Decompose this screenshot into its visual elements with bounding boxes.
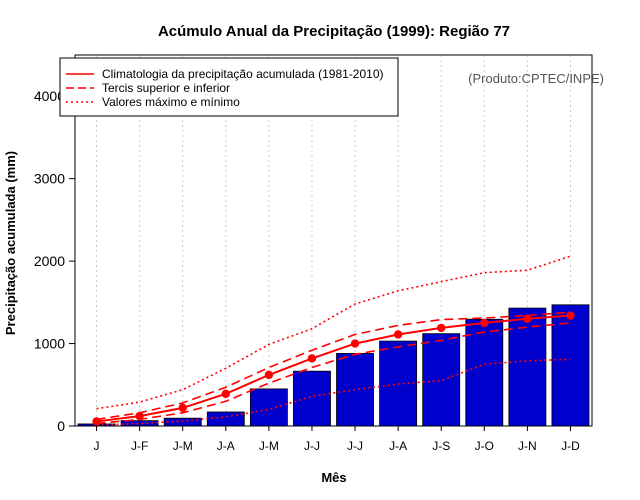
series-point — [523, 314, 532, 324]
x-tick-label: J-A — [217, 439, 235, 453]
y-tick-label: 3000 — [34, 171, 65, 187]
bar — [163, 417, 202, 427]
y-tick-label: 1000 — [34, 336, 65, 352]
x-tick-label: J-M — [173, 439, 193, 453]
bar-series — [77, 304, 590, 427]
x-tick-label: J-J — [304, 439, 320, 453]
series-point — [350, 339, 360, 348]
bar — [249, 388, 288, 427]
x-tick-label: J-O — [475, 439, 494, 453]
plot-frame — [74, 54, 593, 427]
series-line — [96, 322, 571, 425]
x-tick-label: J-D — [561, 439, 580, 453]
legend-label-terciles: Tercis superior e inferior — [102, 81, 230, 95]
series-point — [437, 323, 446, 333]
series-point — [264, 370, 274, 380]
series-point — [566, 311, 575, 320]
y-axis-label: Precipitação acumulada (mm) — [3, 151, 18, 335]
series-point — [307, 354, 317, 363]
axes: 0 1000 2000 3000 4000 J J-F J-M J-A J-M J-J J-J J-A J… — [34, 88, 580, 453]
series-line — [96, 255, 571, 410]
bar — [551, 304, 590, 427]
x-tick-label: J — [94, 439, 100, 453]
legend-box — [59, 57, 399, 117]
series-line — [96, 314, 571, 423]
grid — [96, 55, 571, 426]
bar — [206, 411, 245, 427]
chart-title: Acúmulo Anual da Precipitação (1999): Re… — [158, 23, 510, 40]
x-tick-label: J-J — [347, 439, 363, 453]
y-tick-label: 0 — [57, 418, 65, 434]
series-point — [135, 411, 144, 421]
x-tick-label: J-F — [131, 439, 148, 453]
bar — [508, 307, 547, 427]
y-tick-label: 4000 — [34, 88, 65, 104]
legend: Climatologia da precipitação acumulada (… — [59, 57, 399, 117]
series-line — [96, 358, 571, 426]
series-point — [480, 318, 489, 328]
x-axis-label: Mês — [321, 470, 346, 485]
y-tick-label: 2000 — [34, 253, 65, 269]
bar — [293, 370, 331, 427]
series-point — [393, 330, 403, 339]
credit-text: (Produto:CPTEC/INPE) — [468, 71, 604, 86]
line-series — [92, 255, 575, 426]
x-tick-label: J-S — [432, 439, 450, 453]
x-tick-label: J-N — [518, 439, 537, 453]
bar — [422, 333, 461, 427]
x-tick-label: J-M — [259, 439, 279, 453]
legend-label-extremes: Valores máximo e mínimo — [102, 95, 240, 109]
series-point — [178, 403, 187, 413]
series-point — [221, 389, 230, 399]
x-tick-label: J-A — [389, 439, 407, 453]
legend-label-climatology: Climatologia da precipitação acumulada (… — [102, 67, 384, 81]
series-line — [96, 311, 571, 421]
